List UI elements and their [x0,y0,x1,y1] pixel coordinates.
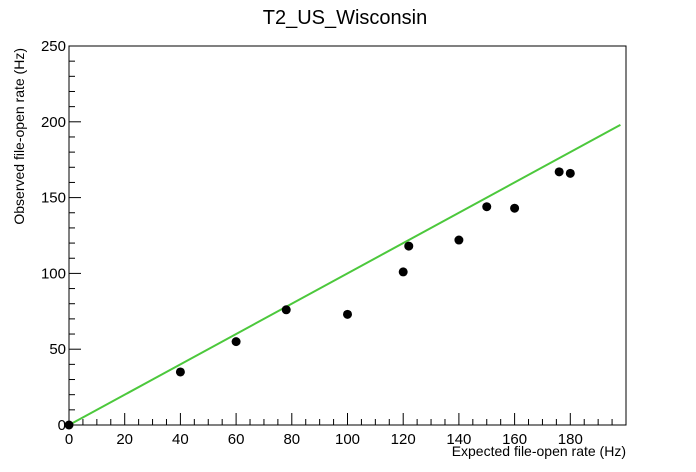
x-tick-label: 180 [558,431,583,448]
y-tick-label: 0 [58,417,66,434]
x-tick-label: 20 [116,431,133,448]
data-point [64,420,74,430]
x-tick-label: 100 [335,431,360,448]
x-tick-label: 0 [65,431,73,448]
data-point [175,367,185,377]
x-tick-label: 40 [172,431,189,448]
data-point [404,241,414,251]
data-point [398,267,408,277]
data-point [510,203,520,213]
y-tick-label: 100 [41,265,66,282]
x-tick-label: 140 [446,431,471,448]
y-tick-label: 50 [49,341,66,358]
data-point [454,235,464,245]
x-tick-label: 80 [283,431,300,448]
x-tick-label: 120 [391,431,416,448]
plot-frame [68,45,627,426]
data-points [64,167,575,430]
x-tick-label: 160 [502,431,527,448]
y-tick-label: 250 [41,38,66,55]
y-tick-label: 150 [41,190,66,207]
x-tick-label: 60 [228,431,245,448]
x-axis-label: Expected file-open rate (Hz) [452,443,626,459]
data-point [281,305,291,315]
y-tick-label: 200 [41,114,66,131]
data-point [554,167,564,177]
data-point [231,337,241,347]
chart-title: T2_US_Wisconsin [263,7,428,29]
data-point [565,168,575,178]
reference-line-group [68,123,621,426]
axes: 0 20 40 60 80 100 120 140 160 180 0 50 100 150 200 250 [41,38,627,448]
reference-line [68,123,621,426]
data-point [343,309,352,319]
y-axis-label: Observed file-open rate (Hz) [11,48,27,225]
data-point [482,202,492,212]
